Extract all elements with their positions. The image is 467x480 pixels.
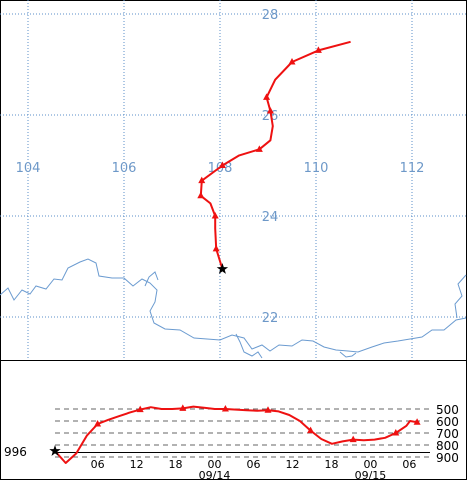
track-point-marker [198, 176, 206, 184]
pressure-level-label: 600 [436, 415, 459, 429]
latitude-label: 26 [262, 109, 279, 124]
pressure-point-marker [307, 426, 315, 434]
black-star-icon [216, 263, 229, 274]
pressure-point-marker [179, 404, 187, 411]
time-tick-label: 06 [247, 458, 261, 471]
black-star-icon [49, 445, 61, 456]
pressure-level-label: 900 [436, 451, 459, 465]
coastline-line [235, 333, 263, 359]
pressure-line [54, 405, 418, 464]
track-point-marker [218, 161, 226, 168]
latitude-label: 28 [262, 8, 279, 23]
pressure-level-label: 500 [436, 403, 459, 417]
time-tick-label: 18 [169, 458, 183, 471]
time-tick-label: 00 [208, 458, 222, 471]
typhoon-track [197, 40, 351, 274]
lat-lon-grid [0, 0, 467, 360]
pressure-point-marker [136, 405, 144, 413]
longitude-label: 110 [304, 161, 329, 176]
time-tick-labels: 06 12 18 00 06 12 18 00 06 09/14 09/15 [91, 458, 417, 480]
pressure-level-label: 700 [436, 427, 459, 441]
date-label: 09/15 [355, 469, 387, 480]
country-border-line [0, 258, 467, 353]
track-point-marker [266, 106, 274, 114]
pressure-level-label: 800 [436, 439, 459, 453]
pressure-point-marker [392, 429, 400, 436]
pressure-curve [49, 404, 421, 464]
coastline-line [144, 271, 159, 287]
track-point-marker [314, 46, 322, 53]
pressure-point-marker [349, 435, 357, 443]
time-tick-label: 12 [285, 458, 299, 471]
surface-pressure-label: 996 [4, 445, 27, 459]
track-point-marker [255, 145, 263, 152]
pressure-point-marker [221, 405, 229, 412]
time-tick-label: 12 [130, 458, 144, 471]
time-tick-label: 06 [402, 458, 416, 471]
date-label: 09/14 [199, 469, 231, 480]
pressure-point-marker [94, 420, 102, 427]
longitude-label: 104 [16, 161, 41, 176]
track-point-marker [197, 191, 205, 199]
track-point-marker [212, 244, 220, 252]
coastline-line [454, 274, 467, 319]
latitude-label: 24 [262, 210, 279, 225]
coastline-line [339, 351, 357, 358]
time-tick-label: 06 [91, 458, 105, 471]
time-tick-label: 18 [324, 458, 338, 471]
track-point-marker [288, 57, 296, 65]
longitude-label: 106 [112, 161, 137, 176]
pressure-point-marker [264, 406, 272, 413]
coastline-border [0, 258, 467, 359]
pressure-point-marker [413, 418, 421, 425]
track-point-marker [211, 212, 219, 219]
track-point-marker [263, 93, 271, 100]
time-tick-label: 00 [363, 458, 377, 471]
longitude-label: 112 [400, 161, 425, 176]
latitude-label: 22 [262, 311, 279, 326]
